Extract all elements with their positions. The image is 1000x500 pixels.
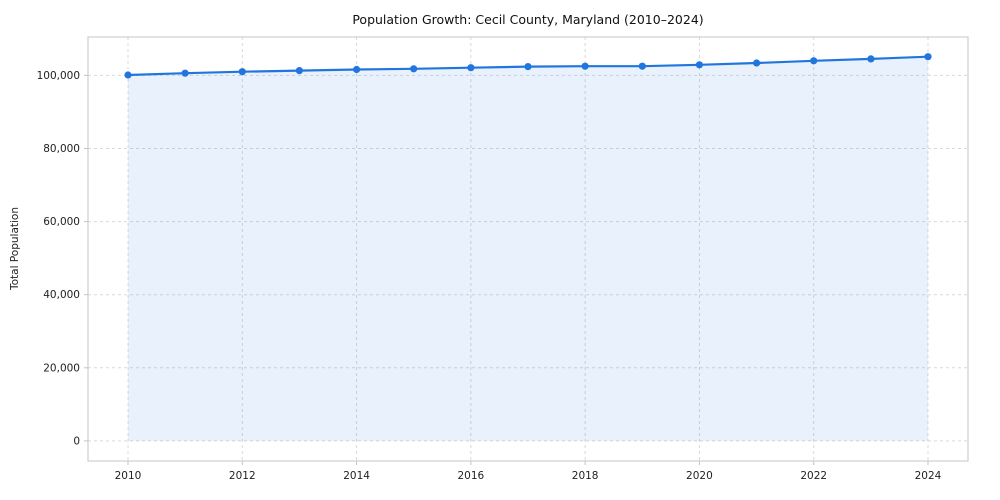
data-point-marker <box>181 69 189 77</box>
data-point-marker <box>695 61 704 69</box>
data-point-marker <box>467 64 475 72</box>
y-tick-label: 40,000 <box>43 289 80 301</box>
chart-title: Population Growth: Cecil County, Marylan… <box>352 12 704 27</box>
y-tick-label: 0 <box>73 435 80 447</box>
data-point-marker <box>410 65 418 73</box>
data-point-marker <box>753 59 761 67</box>
y-tick-label: 100,000 <box>37 70 80 82</box>
data-point-marker <box>924 53 932 61</box>
x-tick-label: 2016 <box>457 470 484 482</box>
data-point-marker <box>124 71 132 79</box>
x-tick-label: 2018 <box>572 470 599 482</box>
data-point-marker <box>295 67 303 75</box>
y-tick-label: 80,000 <box>43 143 80 155</box>
x-tick-label: 2022 <box>800 470 827 482</box>
x-tick-label: 2020 <box>686 470 713 482</box>
data-point-marker <box>810 57 818 65</box>
y-tick-label: 60,000 <box>43 216 80 228</box>
y-tick-label: 20,000 <box>43 362 80 374</box>
x-tick-label: 2010 <box>115 470 142 482</box>
area-fill <box>128 56 928 441</box>
x-tick-label: 2024 <box>915 470 942 482</box>
x-tick-label: 2012 <box>229 470 256 482</box>
data-point-marker <box>353 65 361 74</box>
plot-border <box>87 36 969 462</box>
data-point-marker <box>524 63 532 71</box>
x-tick-label: 2014 <box>343 470 370 482</box>
data-point-marker <box>638 62 646 70</box>
data-point-marker <box>238 68 246 76</box>
data-point-marker <box>581 62 589 70</box>
data-point-marker <box>867 55 875 63</box>
